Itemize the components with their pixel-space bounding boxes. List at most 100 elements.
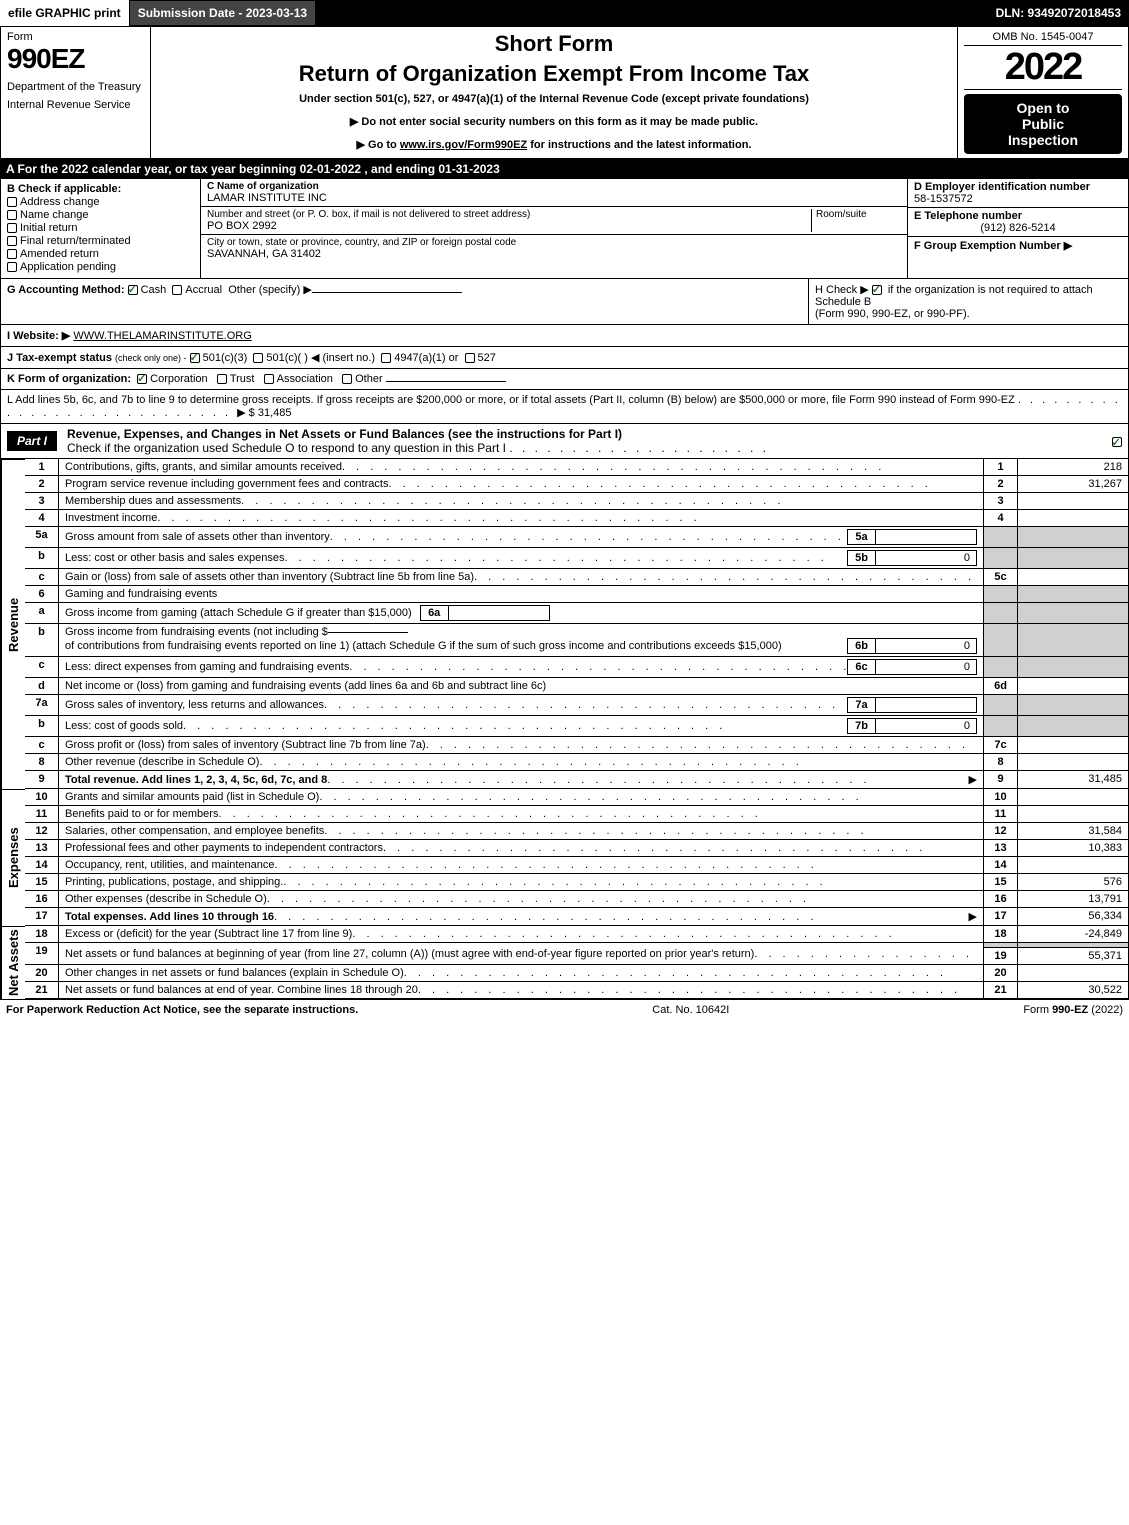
- amt-3: [1018, 493, 1128, 510]
- org-name: LAMAR INSTITUTE INC: [207, 192, 901, 204]
- city-value: SAVANNAH, GA 31402: [207, 248, 901, 260]
- room-label: Room/suite: [816, 209, 901, 220]
- cb-final-return[interactable]: Final return/terminated: [7, 235, 194, 247]
- dept-treasury: Department of the Treasury: [7, 81, 144, 93]
- open-public-badge: Open to Public Inspection: [964, 94, 1122, 154]
- top-bar-spacer: [316, 0, 987, 26]
- section-h: H Check ▶ if the organization is not req…: [808, 279, 1128, 324]
- netassets-grid: Net Assets 18Excess or (deficit) for the…: [0, 926, 1129, 999]
- amt-15: 576: [1018, 874, 1128, 891]
- addr-value: PO BOX 2992: [207, 220, 811, 232]
- section-g: G Accounting Method: Cash Accrual Other …: [1, 279, 808, 324]
- cb-address-change[interactable]: Address change: [7, 196, 194, 208]
- ein-label: D Employer identification number: [914, 181, 1122, 193]
- amt-5c: [1018, 569, 1128, 586]
- ssn-warning: ▶ Do not enter social security numbers o…: [157, 115, 951, 128]
- main-title: Return of Organization Exempt From Incom…: [157, 61, 951, 87]
- amt-2: 31,267: [1018, 476, 1128, 493]
- org-name-label: C Name of organization: [207, 181, 901, 192]
- phone-label: E Telephone number: [914, 210, 1122, 222]
- form-word: Form: [7, 31, 144, 43]
- cb-schedule-b[interactable]: [872, 285, 882, 295]
- amt-8: [1018, 754, 1128, 771]
- amt-17: 56,334: [1018, 908, 1128, 926]
- form-id-block: Form 990EZ Department of the Treasury In…: [1, 27, 151, 158]
- cat-no: Cat. No. 10642I: [652, 1004, 729, 1016]
- amt-1: 218: [1018, 459, 1128, 476]
- tax-year: 2022: [964, 46, 1122, 90]
- amt-11: [1018, 806, 1128, 823]
- amt-20: [1018, 965, 1128, 982]
- netassets-label: Net Assets: [1, 926, 25, 999]
- expenses-grid: Expenses 10Grants and similar amounts pa…: [0, 789, 1129, 926]
- section-subline: Under section 501(c), 527, or 4947(a)(1)…: [157, 93, 951, 105]
- cb-corporation[interactable]: [137, 374, 147, 384]
- section-ghij: G Accounting Method: Cash Accrual Other …: [0, 279, 1129, 369]
- amt-16: 13,791: [1018, 891, 1128, 908]
- amt-4: [1018, 510, 1128, 527]
- efile-print-label[interactable]: efile GRAPHIC print: [0, 0, 129, 26]
- top-bar: efile GRAPHIC print Submission Date - 20…: [0, 0, 1129, 26]
- section-i: I Website: ▶ WWW.THELAMARINSTITUTE.ORG: [1, 325, 1128, 347]
- group-exemption-label: F Group Exemption Number ▶: [914, 239, 1122, 252]
- cb-4947[interactable]: [381, 353, 391, 363]
- other-org-input[interactable]: [386, 381, 506, 382]
- cb-501c3[interactable]: [190, 353, 200, 363]
- section-b-c-def: B Check if applicable: Address change Na…: [0, 179, 1129, 279]
- page-footer: For Paperwork Reduction Act Notice, see …: [0, 999, 1129, 1020]
- amt-13: 10,383: [1018, 840, 1128, 857]
- section-k: K Form of organization: Corporation Trus…: [0, 369, 1129, 390]
- cb-initial-return[interactable]: Initial return: [7, 222, 194, 234]
- cb-501c[interactable]: [253, 353, 263, 363]
- amt-14: [1018, 857, 1128, 874]
- section-b: B Check if applicable: Address change Na…: [1, 179, 201, 278]
- amt-18: -24,849: [1018, 926, 1128, 943]
- cb-application-pending[interactable]: Application pending: [7, 261, 194, 273]
- section-c: C Name of organization LAMAR INSTITUTE I…: [201, 179, 908, 278]
- section-j: J Tax-exempt status (check only one) - 5…: [1, 347, 1128, 369]
- section-l: L Add lines 5b, 6c, and 7b to line 9 to …: [0, 390, 1129, 424]
- amt-12: 31,584: [1018, 823, 1128, 840]
- other-specify-input[interactable]: [312, 292, 462, 293]
- cb-accrual[interactable]: [172, 285, 182, 295]
- submission-date-label: Submission Date - 2023-03-13: [129, 0, 316, 26]
- omb-number: OMB No. 1545-0047: [964, 31, 1122, 46]
- section-def: D Employer identification number 58-1537…: [908, 179, 1128, 278]
- part1-title: Revenue, Expenses, and Changes in Net As…: [63, 424, 1108, 458]
- part1-badge: Part I: [7, 431, 57, 451]
- paperwork-notice: For Paperwork Reduction Act Notice, see …: [6, 1004, 358, 1016]
- right-header-block: OMB No. 1545-0047 2022 Open to Public In…: [958, 27, 1128, 158]
- cb-other-org[interactable]: [342, 374, 352, 384]
- amt-21: 30,522: [1018, 982, 1128, 999]
- section-b-title: B Check if applicable:: [7, 183, 194, 195]
- short-form-title: Short Form: [157, 31, 951, 57]
- form-header: Form 990EZ Department of the Treasury In…: [0, 26, 1129, 159]
- amt-9: 31,485: [1018, 771, 1128, 789]
- cb-amended-return[interactable]: Amended return: [7, 248, 194, 260]
- line-a-tax-year: A For the 2022 calendar year, or tax yea…: [0, 159, 1129, 179]
- amt-10: [1018, 789, 1128, 806]
- irs-link-line: ▶ Go to www.irs.gov/Form990EZ for instru…: [157, 138, 951, 151]
- form-number: 990EZ: [7, 43, 144, 75]
- cb-trust[interactable]: [217, 374, 227, 384]
- revenue-label: Revenue: [1, 459, 25, 789]
- irs-link[interactable]: www.irs.gov/Form990EZ: [400, 139, 527, 151]
- cb-association[interactable]: [264, 374, 274, 384]
- revenue-grid: Revenue 1Contributions, gifts, grants, a…: [0, 459, 1129, 789]
- irs-label: Internal Revenue Service: [7, 99, 144, 111]
- amt-19: 55,371: [1018, 948, 1128, 965]
- gross-receipts-value: 31,485: [258, 407, 292, 419]
- expenses-label: Expenses: [1, 789, 25, 926]
- title-block: Short Form Return of Organization Exempt…: [151, 27, 958, 158]
- ein-value: 58-1537572: [914, 193, 1122, 205]
- amt-6d: [1018, 678, 1128, 695]
- cb-part1-schedule-o[interactable]: [1112, 437, 1122, 447]
- part1-header: Part I Revenue, Expenses, and Changes in…: [0, 424, 1129, 459]
- cb-name-change[interactable]: Name change: [7, 209, 194, 221]
- addr-label: Number and street (or P. O. box, if mail…: [207, 209, 811, 220]
- cb-527[interactable]: [465, 353, 475, 363]
- amt-7c: [1018, 737, 1128, 754]
- dln-label: DLN: 93492072018453: [988, 0, 1129, 26]
- website-link[interactable]: WWW.THELAMARINSTITUTE.ORG: [73, 330, 251, 342]
- cb-cash[interactable]: [128, 285, 138, 295]
